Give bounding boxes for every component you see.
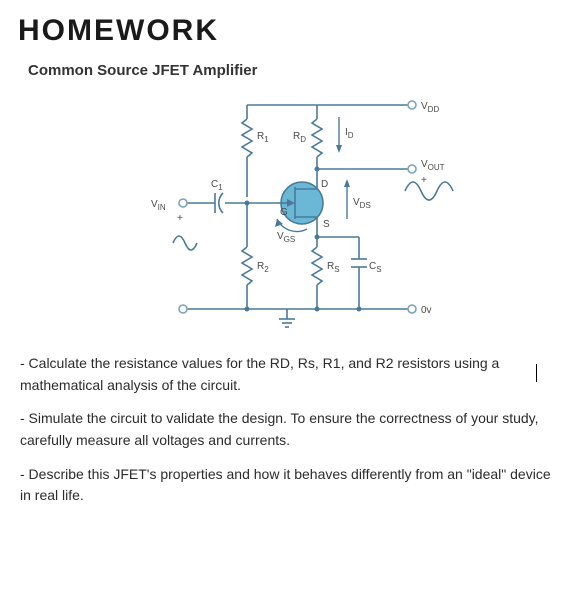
svg-text:RD: RD (293, 131, 306, 144)
svg-text:VOUT: VOUT (421, 159, 445, 172)
svg-text:+: + (421, 175, 427, 186)
svg-text:R1: R1 (257, 131, 269, 144)
circuit-diagram: VDD R1 RD ID VOUT + (18, 87, 555, 335)
svg-text:0v: 0v (421, 305, 432, 316)
svg-text:C1: C1 (211, 179, 223, 192)
task-3: - Describe this JFET's properties and ho… (20, 464, 553, 507)
page-heading: HOMEWORK (18, 14, 555, 48)
text-cursor (536, 364, 538, 382)
svg-text:CS: CS (369, 261, 382, 274)
task-2: - Simulate the circuit to validate the d… (20, 408, 553, 451)
svg-text:VGS: VGS (277, 231, 295, 244)
svg-text:+: + (177, 213, 183, 224)
svg-text:VDD: VDD (421, 101, 439, 114)
jfet-circuit-svg: VDD R1 RD ID VOUT + (117, 87, 457, 335)
svg-text:ID: ID (345, 127, 354, 140)
svg-text:G: G (280, 207, 288, 218)
subtitle: Common Source JFET Amplifier (28, 62, 555, 79)
task-1: - Calculate the resistance values for th… (20, 353, 553, 396)
svg-text:S: S (323, 219, 330, 230)
svg-text:VIN: VIN (151, 199, 166, 212)
svg-text:D: D (321, 179, 328, 190)
svg-text:VDS: VDS (353, 197, 371, 210)
svg-text:R2: R2 (257, 261, 269, 274)
svg-text:RS: RS (327, 261, 340, 274)
